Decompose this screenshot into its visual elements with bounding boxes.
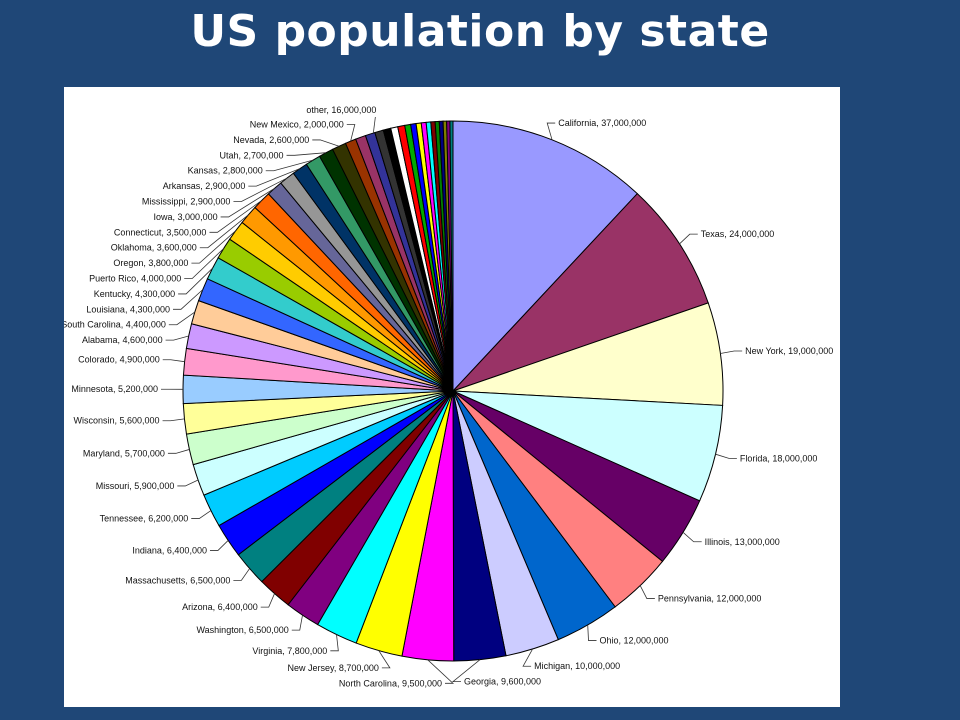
slice-label: North Carolina, 9,500,000 [339, 678, 442, 688]
slice-label: Washington, 6,500,000 [197, 625, 289, 635]
leader-line [715, 453, 737, 459]
leader-line [233, 177, 288, 202]
slice-label: Puerto Rico, 4,000,000 [89, 274, 181, 284]
slice-label: Alabama, 4,600,000 [82, 335, 163, 345]
leader-line [639, 585, 655, 599]
slice-label: New Jersey, 8,700,000 [287, 663, 378, 673]
slice-label: Nevada, 2,600,000 [233, 135, 309, 145]
pie-chart: California, 37,000,000 Texas, 24,000,000 N… [61, 105, 833, 688]
slice-label: Virginia, 7,800,000 [252, 646, 327, 656]
slice-label: Texas, 24,000,000 [701, 229, 775, 239]
leader-line [265, 159, 314, 172]
leader-line [682, 532, 702, 543]
leader-line [330, 634, 339, 652]
slice-label: Kentucky, 4,300,000 [94, 289, 175, 299]
slice-label: Connecticut, 3,500,000 [114, 227, 207, 237]
slice-label: Wisconsin, 5,600,000 [73, 416, 159, 426]
leader-line [248, 168, 300, 187]
leader-line [184, 248, 225, 279]
slice-label: Arkansas, 2,900,000 [163, 181, 246, 191]
leader-line [720, 350, 743, 354]
leader-line [209, 540, 229, 551]
slice-label: Massachusetts, 6,500,000 [125, 575, 230, 585]
leader-line [220, 188, 275, 218]
slice-label: California, 37,000,000 [558, 118, 646, 128]
slice-label: Kansas, 2,800,000 [188, 166, 263, 176]
leader-line [546, 122, 556, 140]
pie-slice-texas [452, 192, 709, 392]
slice-label: South Carolina, 4,400,000 [64, 320, 166, 330]
leader-line [199, 214, 249, 249]
leader-line [177, 479, 199, 487]
leader-line [191, 510, 212, 519]
leader-line [451, 659, 481, 683]
slice-label: Minnesota, 5,200,000 [71, 384, 158, 394]
slice-label: Tennessee, 6,200,000 [100, 514, 189, 524]
slice-label: Iowa, 3,000,000 [154, 212, 218, 222]
leader-line [679, 233, 698, 245]
slice-label: Utah, 2,700,000 [219, 150, 283, 160]
leader-line-other [372, 116, 376, 134]
leader-line [209, 200, 262, 233]
slice-label: Maryland, 5,700,000 [83, 448, 165, 458]
pie-slice-other-53 [449, 120, 454, 392]
slice-label: Louisiana, 4,300,000 [86, 304, 170, 314]
slice-label: New York, 19,000,000 [745, 346, 833, 356]
slice-label: Colorado, 4,900,000 [78, 355, 160, 365]
slice-label: New Mexico, 2,000,000 [250, 120, 344, 130]
leader-line [167, 449, 190, 454]
slice-label: Florida, 18,000,000 [740, 453, 818, 463]
slice-label: Michigan, 10,000,000 [534, 661, 620, 671]
leader-line [233, 568, 250, 581]
slice-labels: California, 37,000,000 Texas, 24,000,000 N… [61, 105, 833, 688]
leader-line [260, 593, 275, 608]
slice-label: Georgia, 9,600,000 [464, 677, 541, 687]
slice-label: Oklahoma, 3,600,000 [111, 243, 197, 253]
chart-panel: California, 37,000,000 Texas, 24,000,000 N… [61, 87, 840, 707]
slice-label: Pennsylvania, 12,000,000 [658, 594, 762, 604]
other-label: other, 16,000,000 [306, 105, 376, 115]
leader-line [168, 311, 196, 326]
leader-line [178, 267, 213, 295]
leader-line [587, 624, 597, 641]
leader-lines [161, 116, 743, 684]
leader-line [346, 124, 356, 142]
leader-line [162, 359, 185, 363]
slice-label: Mississippi, 2,900,000 [142, 197, 231, 207]
pie-slices [182, 120, 724, 662]
slice-label: Indiana, 6,400,000 [132, 545, 207, 555]
leader-line [191, 230, 236, 264]
slice-label: Missouri, 5,900,000 [96, 481, 175, 491]
slide-title: US population by state [190, 6, 770, 57]
leader-line [312, 139, 340, 147]
leader-line [286, 152, 327, 156]
leader-line [165, 335, 189, 341]
slice-label: Ohio, 12,000,000 [600, 636, 669, 646]
leader-line [522, 648, 533, 667]
slice-label: Illinois, 13,000,000 [705, 537, 780, 547]
leader-line [172, 289, 204, 310]
leader-line [291, 615, 303, 631]
slice-label: Oregon, 3,800,000 [113, 258, 188, 268]
pie-slice-california [452, 120, 638, 393]
leader-line [378, 650, 391, 669]
leader-line [427, 659, 455, 684]
slice-label: Arizona, 6,400,000 [182, 602, 258, 612]
leader-line [162, 418, 185, 422]
